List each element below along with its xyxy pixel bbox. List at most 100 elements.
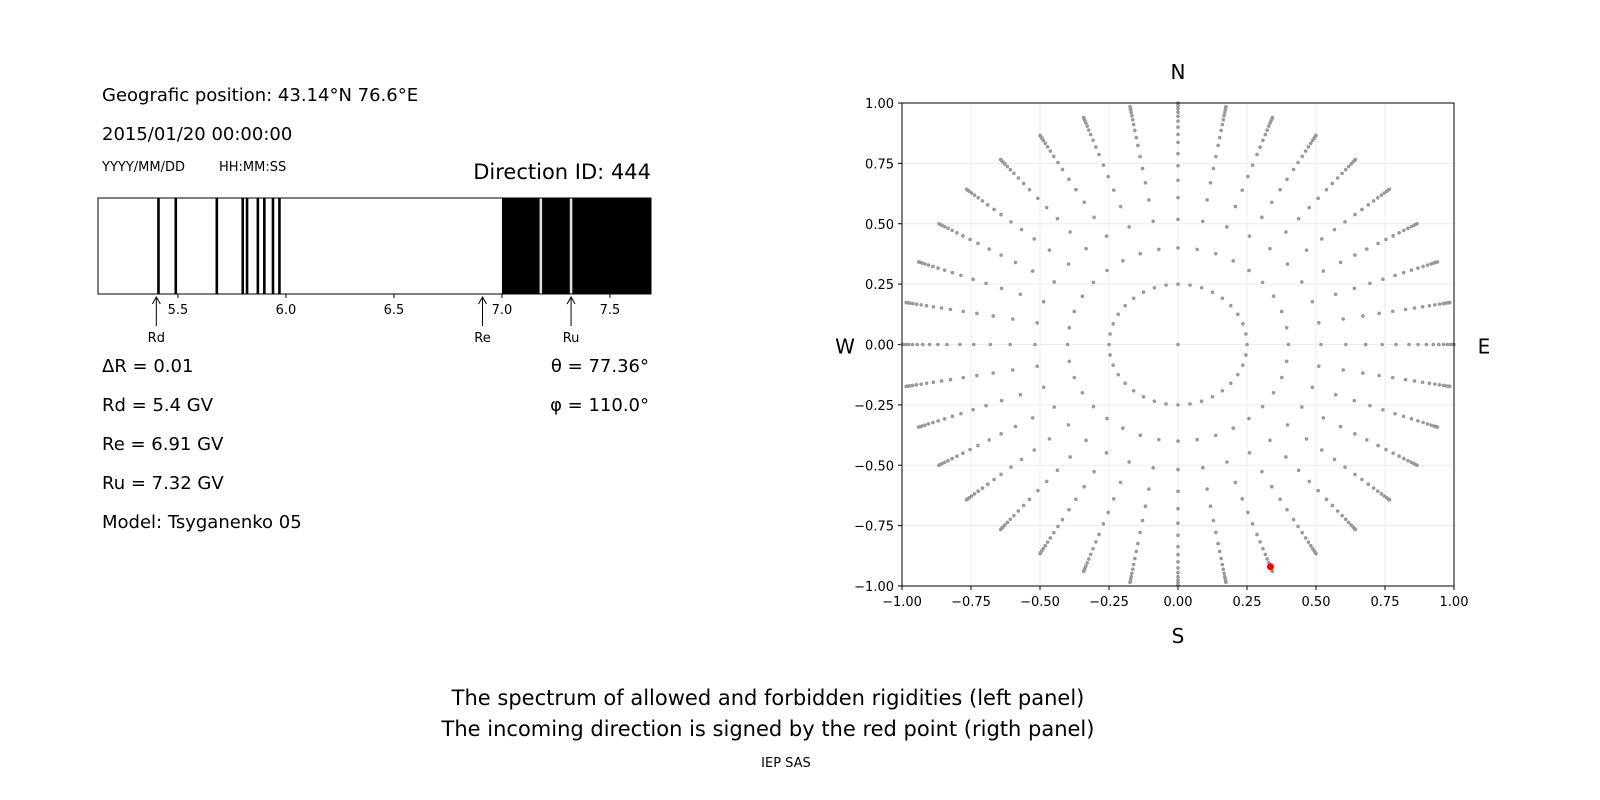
- grid-point: [1176, 489, 1180, 494]
- grid-point: [906, 342, 911, 347]
- grid-point: [1375, 196, 1380, 200]
- grid-point: [1104, 451, 1109, 455]
- grid-point: [1258, 540, 1262, 544]
- grid-point: [1084, 246, 1088, 251]
- grid-point: [1214, 154, 1218, 159]
- grid-point: [1067, 325, 1072, 330]
- grid-point: [1133, 128, 1137, 133]
- grid-point: [939, 379, 944, 383]
- grid-point: [1081, 569, 1086, 574]
- grid-point: [1219, 128, 1223, 133]
- y-tick-label: −0.50: [854, 459, 894, 474]
- y-tick-label: 1.00: [865, 97, 894, 112]
- arrow-head-icon: [566, 295, 576, 305]
- grid-point: [1201, 219, 1205, 224]
- grid-point: [1246, 510, 1250, 515]
- grid-point: [946, 458, 950, 463]
- grid-point: [1263, 552, 1268, 557]
- grid-point: [1296, 160, 1300, 165]
- x-tick-label: 7.5: [600, 303, 621, 318]
- spectrum-frame: [97, 197, 652, 295]
- grid-point: [1091, 138, 1095, 143]
- grid-point: [1048, 536, 1053, 540]
- grid-point: [1038, 133, 1042, 138]
- grid-point: [1085, 561, 1089, 565]
- grid-point: [1261, 546, 1265, 551]
- grid-point: [1247, 416, 1251, 421]
- marker-label: Re: [474, 331, 490, 346]
- grid-point: [972, 193, 977, 197]
- grid-point: [1176, 342, 1180, 347]
- grid-point: [1284, 359, 1289, 364]
- grid-point: [950, 270, 955, 275]
- grid-point: [939, 306, 944, 310]
- grid-point: [1176, 578, 1180, 583]
- grid-point: [1233, 204, 1238, 209]
- grid-point: [1091, 404, 1096, 409]
- grid-point: [1036, 488, 1040, 493]
- grid-point: [1088, 552, 1093, 557]
- plot-frame: [901, 102, 1455, 587]
- grid-point: [1176, 575, 1180, 579]
- grid-point: [1343, 167, 1348, 172]
- grid-point: [1005, 520, 1010, 525]
- grid-point: [968, 447, 972, 452]
- grid-point: [1267, 124, 1271, 128]
- grid-point: [1303, 536, 1308, 540]
- grid-point: [1118, 480, 1123, 485]
- grid-point: [1123, 303, 1127, 308]
- forbidden-line: [263, 198, 266, 294]
- grid-point: [914, 383, 919, 387]
- grid-point: [937, 221, 941, 226]
- compass-south: S: [1172, 624, 1185, 648]
- y-tick-label: 0.75: [865, 157, 894, 172]
- grid-point: [1130, 113, 1134, 118]
- grid-point: [1195, 247, 1199, 252]
- grid-point: [1429, 423, 1433, 427]
- grid-point: [1068, 230, 1072, 234]
- grid-point: [1285, 507, 1289, 512]
- grid-point: [1316, 196, 1320, 201]
- grid-point: [1415, 221, 1419, 226]
- grid-point: [1284, 230, 1288, 234]
- grid-point: [931, 304, 936, 309]
- grid-point: [1055, 216, 1060, 221]
- grid-point: [1261, 138, 1265, 143]
- grid-point: [919, 303, 923, 307]
- grid-point: [950, 228, 954, 233]
- grid-point: [1012, 513, 1016, 518]
- incoming-direction-point: [1266, 563, 1274, 571]
- grid-point: [1065, 342, 1070, 347]
- grid-point: [1247, 268, 1251, 273]
- grid-point: [1043, 141, 1048, 146]
- grid-point: [1341, 368, 1346, 372]
- grid-point: [999, 472, 1003, 477]
- grid-point: [1270, 484, 1274, 489]
- grid-point: [1176, 106, 1180, 111]
- grid-point: [926, 263, 931, 267]
- grid-point: [971, 407, 975, 412]
- grid-point: [1335, 509, 1340, 513]
- x-tick-label: 0.75: [1371, 595, 1400, 610]
- grid-point: [1112, 188, 1116, 192]
- grid-point: [1143, 180, 1148, 185]
- grid-point: [984, 403, 988, 408]
- grid-point: [1111, 322, 1115, 326]
- grid-point: [1352, 398, 1357, 403]
- grid-point: [1127, 460, 1131, 464]
- grid-point: [1176, 110, 1180, 114]
- grid-point: [961, 375, 966, 380]
- grid-point: [1055, 468, 1060, 473]
- grid-point: [1086, 128, 1091, 132]
- grid-point: [1371, 199, 1376, 203]
- grid-point: [1324, 497, 1329, 502]
- grid-point: [1009, 465, 1013, 469]
- grid-point: [1138, 433, 1143, 438]
- grid-point: [1265, 128, 1270, 132]
- grid-point: [976, 196, 981, 200]
- grid-point: [1263, 132, 1268, 137]
- grid-point: [1060, 167, 1065, 172]
- grid-point: [1176, 125, 1180, 129]
- grid-point: [972, 492, 977, 496]
